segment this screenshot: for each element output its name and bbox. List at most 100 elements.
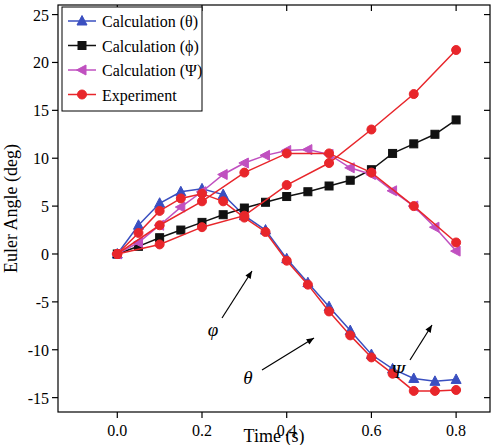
y-tick-label: 10 <box>33 150 49 167</box>
data-point <box>282 181 291 190</box>
data-point <box>430 376 440 386</box>
y-tick <box>52 62 58 63</box>
data-point <box>219 211 227 219</box>
data-point <box>175 202 185 212</box>
legend-marker <box>78 42 86 50</box>
y-tick <box>52 158 58 159</box>
data-point <box>155 240 164 249</box>
series-line <box>117 120 456 254</box>
data-point <box>451 374 461 384</box>
data-point <box>177 226 185 234</box>
data-point <box>410 140 418 148</box>
y-tick-label: 20 <box>33 54 49 71</box>
data-point <box>113 249 122 258</box>
y-tick-right <box>484 158 490 159</box>
data-point <box>409 202 418 211</box>
data-point <box>261 227 270 236</box>
data-point <box>155 198 165 208</box>
chart: 0.00.20.40.60.8-15-10-50510152025Time (s… <box>0 0 500 445</box>
y-tick-right <box>484 349 490 350</box>
y-tick-label: -5 <box>36 294 49 311</box>
data-point <box>451 246 461 256</box>
y-tick-right <box>484 62 490 63</box>
legend-label: Calculation (ϕ) <box>102 38 199 56</box>
y-tick-right <box>484 397 490 398</box>
y-tick <box>52 301 58 302</box>
data-point <box>325 182 333 190</box>
x-tick-label: 0.6 <box>361 422 381 439</box>
data-point <box>112 249 122 259</box>
data-point <box>389 149 397 157</box>
data-point <box>113 249 122 258</box>
plot-frame <box>58 5 490 412</box>
annotation: θ <box>243 367 252 388</box>
data-point <box>133 220 143 230</box>
x-tick-label: 0.2 <box>192 422 212 439</box>
y-tick-right <box>484 301 490 302</box>
series-line <box>117 194 456 391</box>
data-point <box>239 158 249 168</box>
legend-label: Calculation (θ) <box>102 13 198 31</box>
data-point <box>367 125 376 134</box>
data-point <box>303 280 312 289</box>
data-point <box>431 130 439 138</box>
data-point <box>113 250 121 258</box>
data-point <box>409 386 418 395</box>
annotation-arrowhead <box>306 338 314 345</box>
y-tick <box>52 349 58 350</box>
x-tick <box>371 412 372 418</box>
x-tick-top <box>456 5 457 11</box>
data-point <box>325 149 334 158</box>
y-tick-label: 15 <box>33 102 49 119</box>
x-tick <box>117 412 118 418</box>
annotation: Ψ <box>391 361 406 382</box>
y-tick-label: 25 <box>33 7 49 24</box>
x-tick-top <box>371 5 372 11</box>
y-tick-right <box>484 206 490 207</box>
data-point <box>367 168 376 177</box>
data-point <box>198 223 207 232</box>
data-point <box>218 170 228 180</box>
data-point <box>176 194 185 203</box>
x-tick <box>286 412 287 418</box>
data-point <box>282 256 291 265</box>
legend-box <box>62 7 202 111</box>
y-tick-right <box>484 110 490 111</box>
data-point <box>346 331 355 340</box>
y-tick-label: -15 <box>28 390 49 407</box>
y-tick <box>52 206 58 207</box>
data-point <box>198 197 207 206</box>
data-point <box>113 249 122 258</box>
x-tick-top <box>286 5 287 11</box>
data-point <box>155 206 164 215</box>
data-point <box>260 150 270 160</box>
y-tick-label: 5 <box>41 198 49 215</box>
data-point <box>409 373 419 383</box>
y-tick <box>52 253 58 254</box>
data-point <box>282 149 291 158</box>
data-point <box>134 228 143 237</box>
legend-marker <box>77 65 87 75</box>
data-point <box>325 159 334 168</box>
annotation-arrowhead <box>245 271 252 279</box>
legend-marker <box>77 16 87 26</box>
data-point <box>409 90 418 99</box>
x-tick-label: 0.8 <box>446 422 466 439</box>
legend-label: Calculation (Ψ) <box>102 62 202 80</box>
y-tick-label: 0 <box>41 246 49 263</box>
annotation: φ <box>208 319 219 340</box>
data-point <box>367 353 376 362</box>
data-point <box>240 168 249 177</box>
x-tick <box>456 412 457 418</box>
annotation-arrow <box>410 325 432 360</box>
y-tick-label: -10 <box>28 342 49 359</box>
data-point <box>346 176 354 184</box>
x-tick <box>201 412 202 418</box>
y-tick-right <box>484 253 490 254</box>
legend-label: Experiment <box>102 87 177 105</box>
annotation-arrow <box>222 271 252 318</box>
data-point <box>325 307 334 316</box>
data-point <box>240 211 249 220</box>
annotation-arrow <box>262 338 314 370</box>
data-point <box>283 193 291 201</box>
